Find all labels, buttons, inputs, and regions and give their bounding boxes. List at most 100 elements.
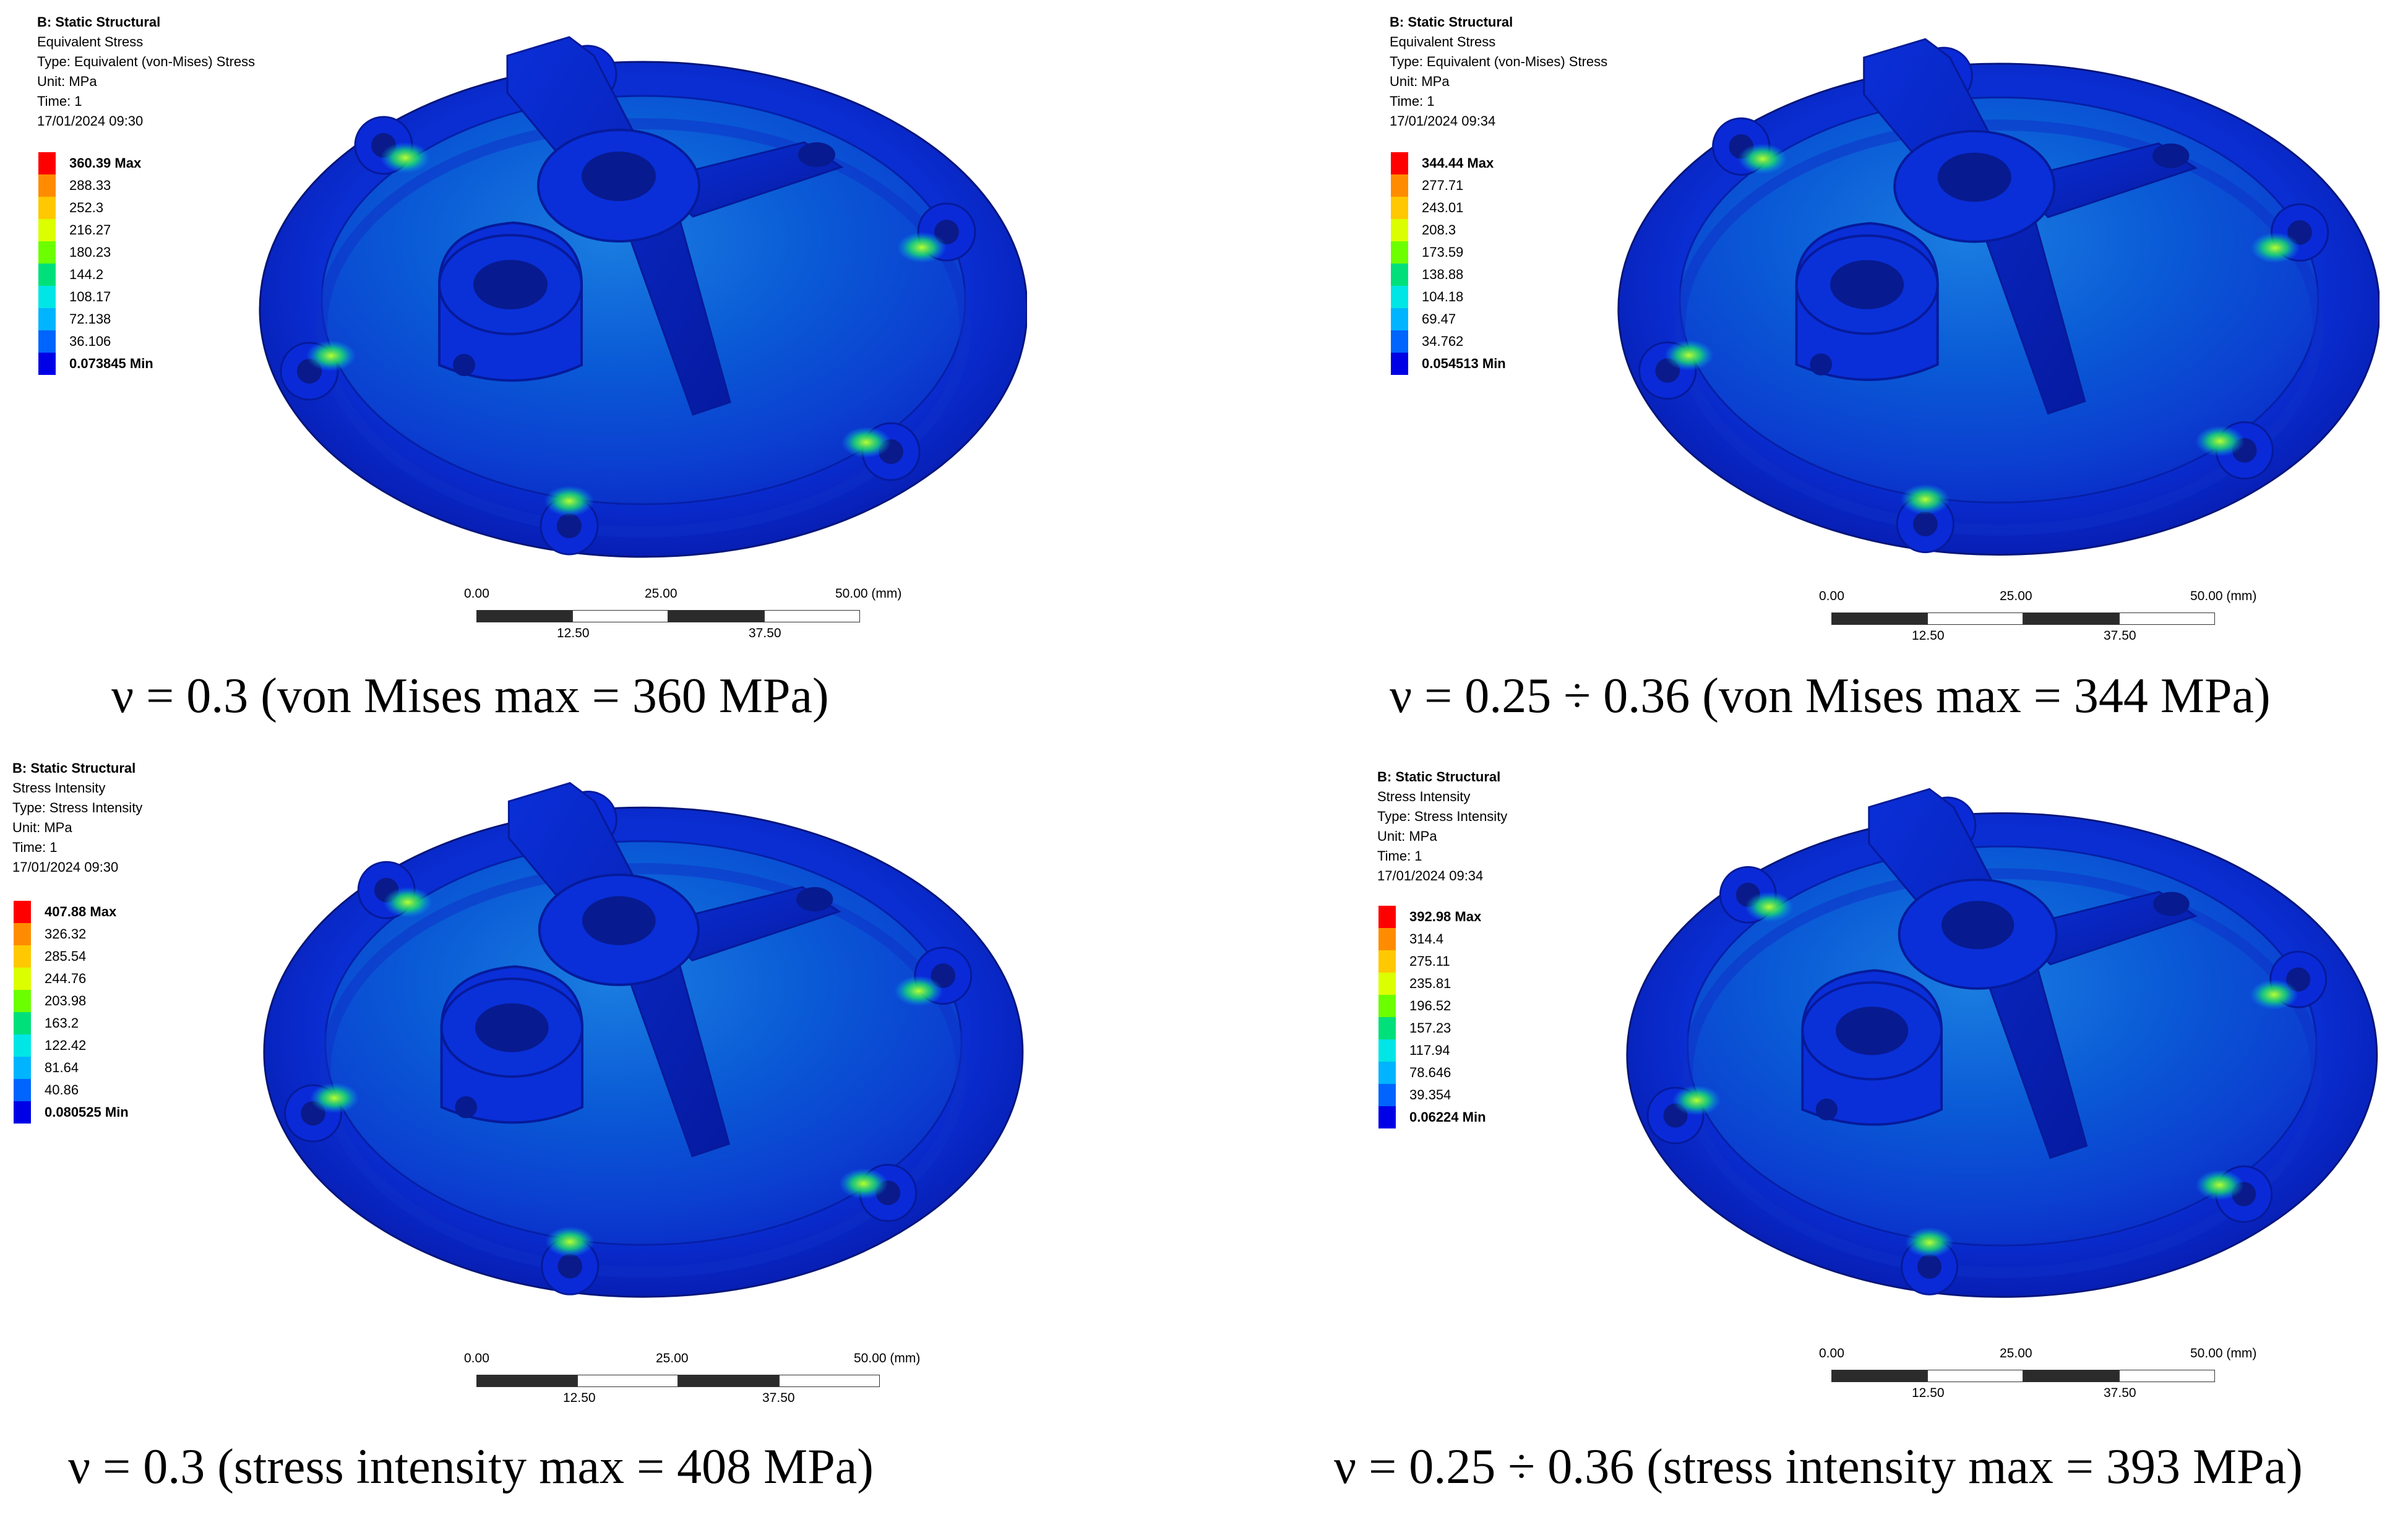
- legend-entry: 104.18: [1391, 286, 1506, 308]
- scale-segment-4: [2119, 612, 2215, 625]
- legend-swatch: [38, 197, 56, 219]
- legend-swatch: [1378, 950, 1396, 973]
- cover-model-graphic[interactable]: [241, 765, 1033, 1303]
- scale-segment-4: [764, 610, 860, 622]
- scale-tick-1: 12.50: [1912, 1386, 1945, 1400]
- scale-bar: 0.00 25.00 50.00 (mm) 12.50 37.50: [464, 587, 901, 655]
- legend-entry: 392.98 Max: [1378, 906, 1486, 928]
- legend-swatch: [1391, 197, 1408, 219]
- legend-entry: 275.11: [1378, 950, 1486, 973]
- legend-value: 163.2: [45, 1015, 79, 1031]
- figure-caption: ν = 0.3 (von Mises max = 360 MPa): [111, 669, 829, 723]
- legend-swatch: [1378, 1017, 1396, 1039]
- scale-tick-4: 50.00 (mm): [2190, 1346, 2257, 1360]
- result-time: Time: 1: [37, 93, 82, 109]
- legend-value: 243.01: [1422, 200, 1464, 215]
- legend-value: 288.33: [69, 178, 111, 193]
- legend-entry: 81.64: [14, 1057, 129, 1079]
- legend-entry: 78.646: [1378, 1062, 1486, 1084]
- legend-swatch: [1378, 928, 1396, 950]
- legend-entry: 122.42: [14, 1034, 129, 1057]
- scale-segment-3: [2023, 1370, 2119, 1382]
- legend-entry: 0.080525 Min: [14, 1101, 129, 1124]
- legend-value: 314.4: [1409, 931, 1444, 947]
- legend-swatch: [38, 219, 56, 241]
- legend-entry: 117.94: [1378, 1039, 1486, 1062]
- scale-tick-2: 25.00: [645, 587, 677, 601]
- legend-value: 0.054513 Min: [1422, 356, 1506, 371]
- scale-tick-1: 12.50: [563, 1391, 596, 1405]
- scale-segment-3: [678, 1375, 779, 1387]
- result-type: Type: Equivalent (von-Mises) Stress: [37, 54, 256, 69]
- legend-swatch: [38, 264, 56, 286]
- legend-entry: 108.17: [38, 286, 153, 308]
- panel-1: B: Static Structural Equivalent Stress T…: [1204, 0, 2408, 758]
- legend-swatch: [1391, 330, 1408, 353]
- result-name: Equivalent Stress: [1390, 34, 1496, 49]
- scale-segment-3: [2023, 612, 2119, 625]
- scale-tick-0: 0.00: [1819, 589, 1844, 603]
- legend-entry: 36.106: [38, 330, 153, 353]
- legend-swatch: [14, 990, 31, 1012]
- legend-swatch: [1378, 973, 1396, 995]
- cover-model-graphic[interactable]: [247, 19, 1027, 563]
- result-header: B: Static Structural Stress Intensity Ty…: [12, 758, 142, 877]
- legend-entry: 163.2: [14, 1012, 129, 1034]
- legend-value: 81.64: [45, 1060, 79, 1075]
- color-legend: 407.88 Max 326.32 285.54 244.76 203.98 163.2 1…: [14, 901, 129, 1124]
- scale-segment-3: [668, 610, 764, 622]
- scale-segment-1: [476, 610, 572, 622]
- legend-entry: 285.54: [14, 945, 129, 968]
- legend-entry: 277.71: [1391, 174, 1506, 197]
- legend-entry: 72.138: [38, 308, 153, 330]
- scale-tick-0: 0.00: [464, 587, 489, 601]
- legend-value: 104.18: [1422, 289, 1464, 304]
- cover-model-view[interactable]: [1606, 19, 2380, 563]
- legend-entry: 196.52: [1378, 995, 1486, 1017]
- scale-segment-1: [1831, 612, 1927, 625]
- legend-entry: 360.39 Max: [38, 152, 153, 174]
- result-date: 17/01/2024 09:34: [1377, 868, 1484, 883]
- legend-swatch: [38, 330, 56, 353]
- legend-value: 78.646: [1409, 1065, 1451, 1080]
- cover-model-view[interactable]: [1606, 771, 2386, 1303]
- cover-model-view[interactable]: [247, 19, 1027, 563]
- result-date: 17/01/2024 09:30: [37, 113, 144, 129]
- figure-caption: ν = 0.3 (stress intensity max = 408 MPa): [68, 1440, 874, 1494]
- cover-model-view[interactable]: [241, 765, 1033, 1303]
- scale-bar: 0.00 25.00 50.00 (mm) 12.50 37.50: [464, 1351, 920, 1419]
- legend-value: 285.54: [45, 948, 87, 964]
- legend-value: 0.080525 Min: [45, 1104, 129, 1120]
- legend-value: 40.86: [45, 1082, 79, 1098]
- result-unit: Unit: MPa: [12, 820, 72, 835]
- scale-tick-4: 50.00 (mm): [854, 1351, 921, 1365]
- result-header: B: Static Structural Stress Intensity Ty…: [1377, 767, 1507, 886]
- cover-model-graphic[interactable]: [1606, 19, 2380, 563]
- legend-value: 36.106: [69, 333, 111, 349]
- legend-entry: 244.76: [14, 968, 129, 990]
- legend-value: 69.47: [1422, 311, 1456, 327]
- legend-entry: 252.3: [38, 197, 153, 219]
- legend-entry: 138.88: [1391, 264, 1506, 286]
- result-header: B: Static Structural Equivalent Stress T…: [37, 12, 255, 131]
- legend-swatch: [14, 1101, 31, 1124]
- legend-value: 173.59: [1422, 244, 1464, 260]
- legend-entry: 144.2: [38, 264, 153, 286]
- result-type: Type: Stress Intensity: [1377, 809, 1508, 824]
- legend-value: 122.42: [45, 1038, 87, 1053]
- legend-value: 277.71: [1422, 178, 1464, 193]
- legend-swatch: [38, 286, 56, 308]
- legend-entry: 216.27: [38, 219, 153, 241]
- panel-0: B: Static Structural Equivalent Stress T…: [0, 0, 1204, 758]
- legend-swatch: [38, 152, 56, 174]
- legend-value: 344.44 Max: [1422, 155, 1494, 171]
- cover-model-graphic[interactable]: [1606, 771, 2386, 1303]
- scale-segment-2: [1927, 1370, 2023, 1382]
- legend-swatch: [38, 241, 56, 264]
- legend-value: 326.32: [45, 926, 87, 942]
- scale-tick-1: 12.50: [557, 626, 590, 640]
- result-type: Type: Stress Intensity: [12, 800, 143, 815]
- legend-swatch: [38, 308, 56, 330]
- legend-entry: 180.23: [38, 241, 153, 264]
- legend-swatch: [1391, 264, 1408, 286]
